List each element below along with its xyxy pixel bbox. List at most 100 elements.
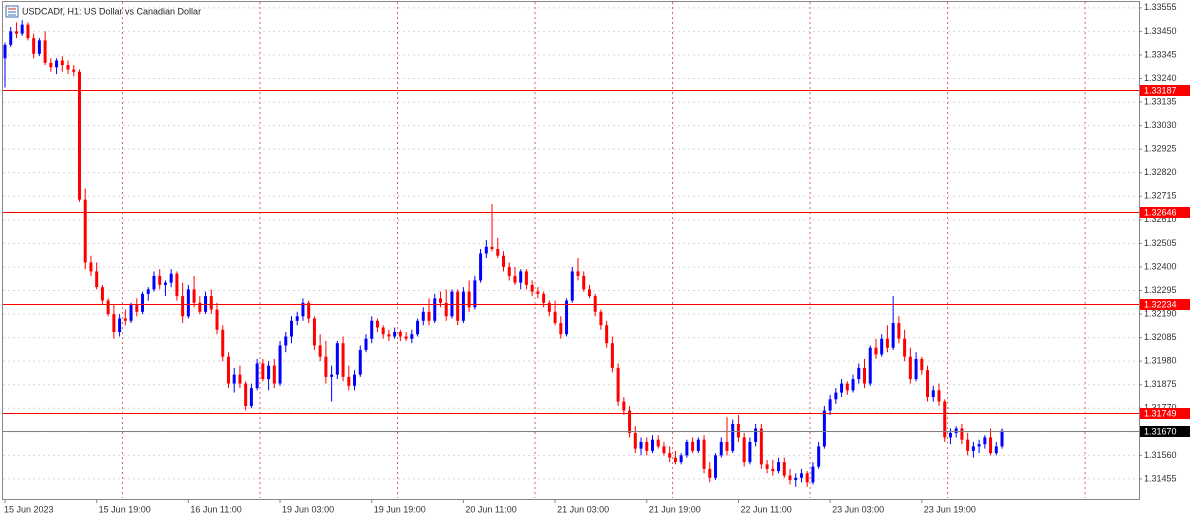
candle-body [169,273,173,283]
candle-body [524,271,528,285]
y-tick-label: 1.32505 [1144,238,1177,248]
candle-body [863,367,866,384]
level-label-bg [1140,408,1190,419]
candle-body [72,69,76,72]
candle-body [3,44,7,59]
candle-body [794,477,798,481]
candle-body [507,266,511,276]
candle-body [639,441,643,449]
candle-body [519,271,523,283]
candle-body [587,289,591,297]
candle-body [66,65,70,70]
candle-body [421,311,425,321]
level-label: 1.32646 [1144,207,1177,217]
candle-body [788,475,792,481]
candle-body [696,439,700,451]
x-tick-label: 16 Jun 11:00 [190,504,241,514]
candle-body [330,374,334,377]
candle-body [610,343,614,368]
candle-body [880,338,884,355]
candle-body [989,437,993,454]
candle-body [759,428,763,465]
candle-body [565,300,569,335]
candle-body [387,334,391,337]
candle-body [719,441,723,456]
candle-body [742,437,746,463]
candle-body [433,298,437,321]
y-tick-label: 1.33135 [1144,96,1177,106]
candle-body [163,282,167,285]
candle-body [284,336,288,346]
candle-body [885,338,889,348]
candle-body [479,253,483,281]
y-tick-label: 1.32190 [1144,308,1177,318]
candle-body [393,332,397,337]
candle-body [914,358,918,380]
chart-icon [5,5,19,18]
candle-body [754,428,758,442]
candle-body [267,365,271,380]
candle-body [290,320,293,337]
candle-body [971,446,975,451]
candle-body [857,367,861,380]
candle-body [799,473,803,478]
candle-body [450,291,454,317]
candle-body [547,302,551,312]
candle-body [559,323,563,335]
level-label-bg [1140,299,1190,310]
candle-body [461,291,465,321]
candle-body [335,343,339,375]
candle-body [473,280,477,308]
candle-body [977,444,981,447]
candle-body [805,473,809,483]
candle-body [966,439,970,451]
candle-body [943,401,947,438]
level-label: 1.33187 [1144,85,1177,95]
candle-body [141,293,145,312]
candle-body [26,24,30,39]
candle-body [209,296,213,310]
candle-body [20,24,24,34]
candle-body [123,318,127,321]
candle-body [347,376,351,386]
candle-body [278,345,282,384]
candle-body [994,446,998,454]
y-tick-label: 1.31560 [1144,450,1177,460]
candle-body [845,383,849,391]
candle-body [828,399,832,411]
candle-body [152,275,156,290]
y-tick-label: 1.32085 [1144,332,1177,342]
candle-body [502,255,506,267]
x-tick-label: 19 Jun 19:00 [374,504,426,514]
candle-body [731,423,735,451]
candle-body [765,464,769,469]
candle-body [307,302,311,319]
y-tick-label: 1.32400 [1144,261,1177,271]
chart-title: USDCADf, H1: US Dollar vs Canadian Dolla… [22,6,201,16]
candle-body [954,428,958,433]
candle-body [146,289,150,294]
y-tick-label: 1.31770 [1144,403,1177,413]
x-tick-label: 21 Jun 03:00 [557,504,609,514]
candle-body [198,302,202,312]
candle-body [513,275,517,283]
candle-body [467,291,471,308]
candle-body [496,249,500,256]
level-label-bg [1140,85,1190,96]
candle-body [444,302,448,317]
candle-body [891,323,895,348]
candle-body [100,287,104,301]
candle-body [381,327,385,335]
candle-body [404,336,408,339]
candle-body [249,388,253,407]
candle-body [920,358,924,371]
candle-body [576,271,580,276]
candle-body [633,432,637,449]
candle-body [416,320,420,335]
level-label-bg [1140,207,1190,218]
candle-body [272,365,276,384]
candle-body [221,329,225,357]
candle-body [553,311,557,324]
